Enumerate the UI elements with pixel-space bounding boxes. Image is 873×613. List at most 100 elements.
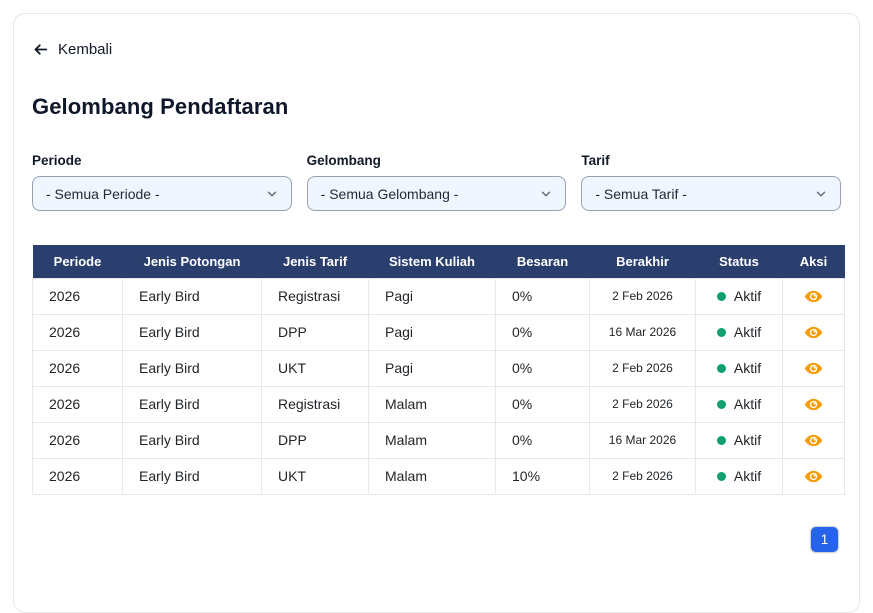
cell-jenis-tarif: DPP bbox=[261, 421, 369, 459]
table-row: 2026 Early Bird UKT Pagi 0% 2 Feb 2026 A… bbox=[32, 349, 845, 387]
back-link-label: Kembali bbox=[58, 41, 113, 58]
eye-icon bbox=[803, 431, 824, 450]
view-detail-button[interactable] bbox=[801, 357, 826, 380]
cell-jenis-potongan: Early Bird bbox=[122, 385, 262, 423]
status-label: Aktif bbox=[733, 288, 762, 304]
status-dot bbox=[716, 291, 726, 301]
filter-bar: Periode - Semua Periode - Gelombang - Se… bbox=[32, 153, 842, 211]
view-detail-button[interactable] bbox=[801, 429, 826, 452]
column-header-periode: Periode bbox=[32, 245, 123, 278]
status-dot bbox=[716, 327, 726, 337]
status-badge: Aktif bbox=[700, 360, 778, 376]
cell-aksi bbox=[782, 277, 845, 315]
table-row: 2026 Early Bird DPP Malam 0% 16 Mar 2026… bbox=[32, 421, 845, 459]
cell-jenis-tarif: Registrasi bbox=[261, 277, 369, 315]
cell-jenis-tarif: UKT bbox=[261, 349, 369, 387]
cell-periode: 2026 bbox=[32, 313, 123, 351]
column-header-aksi: Aksi bbox=[782, 245, 845, 278]
cell-berakhir: 16 Mar 2026 bbox=[589, 313, 696, 351]
back-link[interactable]: Kembali bbox=[32, 41, 112, 58]
tarif-select-value: - Semua Tarif - bbox=[595, 185, 687, 202]
periode-select-value: - Semua Periode - bbox=[46, 185, 160, 202]
registration-waves-table: Periode Jenis Potongan Jenis Tarif Siste… bbox=[32, 245, 845, 495]
cell-jenis-potongan: Early Bird bbox=[122, 313, 262, 351]
cell-jenis-potongan: Early Bird bbox=[122, 421, 262, 459]
cell-berakhir: 2 Feb 2026 bbox=[589, 457, 696, 495]
chevron-down-icon bbox=[265, 187, 279, 201]
cell-berakhir: 2 Feb 2026 bbox=[589, 349, 696, 387]
cell-berakhir: 2 Feb 2026 bbox=[589, 277, 696, 315]
cell-status: Aktif bbox=[695, 313, 783, 351]
cell-jenis-potongan: Early Bird bbox=[122, 457, 262, 495]
status-label: Aktif bbox=[733, 432, 762, 448]
cell-besaran: 0% bbox=[495, 313, 590, 351]
status-badge: Aktif bbox=[700, 432, 778, 448]
eye-icon bbox=[803, 323, 824, 342]
cell-sistem-kuliah: Malam bbox=[368, 421, 496, 459]
periode-filter-label: Periode bbox=[32, 153, 82, 168]
gelombang-select-value: - Semua Gelombang - bbox=[320, 185, 459, 202]
status-label: Aktif bbox=[733, 396, 762, 412]
gelombang-select[interactable]: - Semua Gelombang - bbox=[306, 176, 567, 211]
cell-besaran: 0% bbox=[495, 349, 590, 387]
cell-periode: 2026 bbox=[32, 277, 123, 315]
cell-jenis-potongan: Early Bird bbox=[122, 277, 262, 315]
cell-periode: 2026 bbox=[32, 385, 123, 423]
cell-status: Aktif bbox=[695, 277, 783, 315]
cell-aksi bbox=[782, 349, 845, 387]
status-dot bbox=[716, 363, 726, 373]
tarif-filter-label: Tarif bbox=[581, 153, 610, 168]
status-badge: Aktif bbox=[700, 396, 778, 412]
cell-status: Aktif bbox=[695, 349, 783, 387]
status-label: Aktif bbox=[733, 360, 762, 376]
status-dot bbox=[716, 399, 726, 409]
eye-icon bbox=[803, 287, 824, 306]
status-label: Aktif bbox=[733, 468, 762, 484]
status-label: Aktif bbox=[733, 324, 762, 340]
column-header-jenis-tarif: Jenis Tarif bbox=[261, 245, 369, 278]
cell-sistem-kuliah: Pagi bbox=[368, 277, 496, 315]
column-header-besaran: Besaran bbox=[495, 245, 590, 278]
page-title: Gelombang Pendaftaran bbox=[32, 94, 289, 119]
periode-select[interactable]: - Semua Periode - bbox=[32, 176, 292, 211]
eye-icon bbox=[803, 467, 824, 486]
view-detail-button[interactable] bbox=[801, 321, 826, 344]
cell-sistem-kuliah: Pagi bbox=[368, 313, 496, 351]
column-header-berakhir: Berakhir bbox=[589, 245, 696, 278]
cell-sistem-kuliah: Malam bbox=[368, 385, 496, 423]
cell-jenis-tarif: Registrasi bbox=[261, 385, 369, 423]
cell-aksi bbox=[782, 385, 845, 423]
cell-periode: 2026 bbox=[32, 349, 123, 387]
content-card: Kembali Gelombang Pendaftaran Periode - … bbox=[13, 13, 860, 613]
eye-icon bbox=[803, 359, 824, 378]
gelombang-filter-label: Gelombang bbox=[306, 153, 381, 168]
view-detail-button[interactable] bbox=[801, 393, 826, 416]
cell-aksi bbox=[782, 421, 845, 459]
cell-besaran: 0% bbox=[495, 385, 590, 423]
view-detail-button[interactable] bbox=[801, 465, 826, 488]
filter-gelombang: Gelombang - Semua Gelombang - bbox=[306, 153, 567, 211]
pagination: 1 bbox=[32, 525, 841, 553]
status-dot bbox=[716, 435, 726, 445]
status-badge: Aktif bbox=[700, 324, 778, 340]
cell-periode: 2026 bbox=[32, 457, 123, 495]
cell-jenis-tarif: DPP bbox=[261, 313, 369, 351]
cell-aksi bbox=[782, 313, 845, 351]
column-header-status: Status bbox=[695, 245, 783, 278]
page-1-button[interactable]: 1 bbox=[810, 525, 839, 553]
cell-sistem-kuliah: Malam bbox=[368, 457, 496, 495]
tarif-select[interactable]: - Semua Tarif - bbox=[581, 176, 842, 211]
status-badge: Aktif bbox=[700, 288, 778, 304]
status-dot bbox=[716, 471, 726, 481]
view-detail-button[interactable] bbox=[801, 285, 826, 308]
table-row: 2026 Early Bird Registrasi Malam 0% 2 Fe… bbox=[32, 385, 845, 423]
cell-status: Aktif bbox=[695, 385, 783, 423]
chevron-down-icon bbox=[539, 187, 553, 201]
table-row: 2026 Early Bird UKT Malam 10% 2 Feb 2026… bbox=[32, 457, 845, 495]
cell-besaran: 0% bbox=[495, 421, 590, 459]
status-badge: Aktif bbox=[700, 468, 778, 484]
cell-jenis-tarif: UKT bbox=[261, 457, 369, 495]
filter-periode: Periode - Semua Periode - bbox=[32, 153, 292, 211]
table-row: 2026 Early Bird DPP Pagi 0% 16 Mar 2026 … bbox=[32, 313, 845, 351]
arrow-left-icon bbox=[32, 41, 49, 58]
